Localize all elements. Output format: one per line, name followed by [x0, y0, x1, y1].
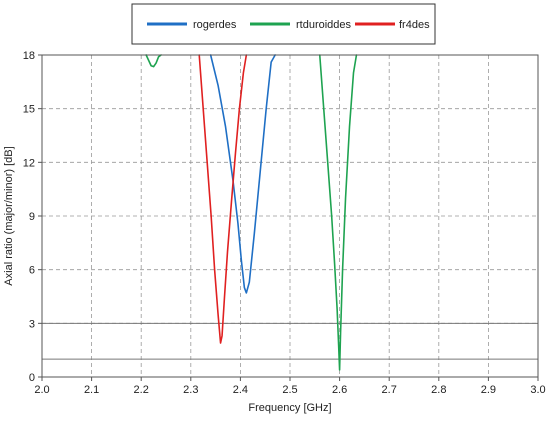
- x-tick-label: 2.0: [34, 384, 49, 396]
- x-tick-label: 2.9: [481, 384, 496, 396]
- legend-label-rtduroiddes: rtduroiddes: [296, 19, 352, 31]
- series-line-fr4des: [198, 54, 248, 344]
- reference-lines: [42, 322, 538, 360]
- x-tick-label: 3.0: [530, 384, 545, 396]
- series-line-rtduroiddes: [318, 54, 358, 371]
- y-axis-ticks: 0 3 6 9 12 15 18: [23, 50, 42, 384]
- x-tick-label: 2.1: [84, 384, 99, 396]
- y-tick-label: 12: [23, 157, 35, 169]
- x-axis-title: Frequency [GHz]: [248, 402, 331, 414]
- y-tick-label: 3: [29, 318, 35, 330]
- y-axis-title: Axial ratio (major/minor) [dB]: [3, 146, 15, 285]
- x-tick-label: 2.3: [183, 384, 198, 396]
- x-tick-label: 2.7: [382, 384, 397, 396]
- legend-label-rogerdes: rogerdes: [193, 19, 237, 31]
- x-tick-label: 2.5: [282, 384, 297, 396]
- x-tick-label: 2.2: [134, 384, 149, 396]
- legend: rogerdes rtduroiddes fr4des: [131, 3, 436, 45]
- x-tick-label: 2.8: [431, 384, 446, 396]
- legend-label-fr4des: fr4des: [399, 19, 430, 31]
- y-tick-label: 6: [29, 265, 35, 277]
- y-tick-label: 9: [29, 211, 35, 223]
- y-tick-label: 15: [23, 104, 35, 116]
- y-tick-label: 0: [29, 372, 35, 384]
- series-line-rtduroiddes: [145, 54, 162, 68]
- y-tick-label: 18: [23, 50, 35, 62]
- x-tick-label: 2.4: [233, 384, 248, 396]
- grid: [42, 55, 538, 377]
- x-tick-label: 2.6: [332, 384, 347, 396]
- series-lines: [145, 54, 358, 371]
- x-axis-ticks: 2.0 2.1 2.2 2.3 2.4 2.5 2.6 2.7 2.8 2.9 3.0: [34, 377, 546, 396]
- series-line-rogerdes: [209, 54, 276, 294]
